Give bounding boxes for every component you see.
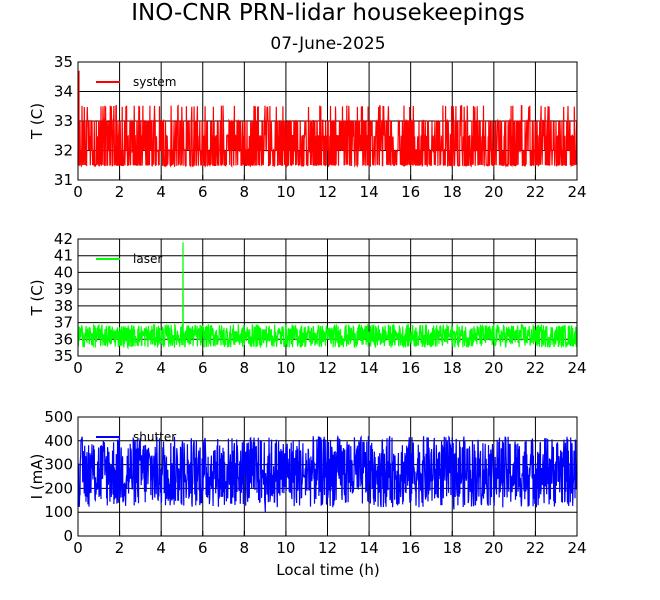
y-tick-label: 31 bbox=[54, 171, 73, 189]
x-tick-label: 12 bbox=[318, 359, 337, 377]
x-tick-label: 24 bbox=[567, 359, 586, 377]
x-tick-label: 10 bbox=[276, 539, 295, 557]
x-tick-label: 10 bbox=[276, 359, 295, 377]
x-tick-label: 16 bbox=[401, 183, 420, 201]
x-tick-label: 12 bbox=[318, 183, 337, 201]
x-tick-label: 24 bbox=[567, 539, 586, 557]
series-line-system bbox=[77, 70, 578, 169]
x-tick-label: 20 bbox=[484, 183, 503, 201]
x-tick-label: 0 bbox=[73, 359, 83, 377]
y-tick-label: 40 bbox=[54, 263, 73, 281]
y-tick-label: 33 bbox=[54, 112, 73, 130]
x-tick-label: 2 bbox=[115, 539, 125, 557]
legend-label-laser: laser bbox=[133, 252, 162, 266]
x-tick-label: 22 bbox=[526, 183, 545, 201]
y-axis-label: I (mA) bbox=[28, 454, 46, 500]
y-tick-label: 35 bbox=[54, 53, 73, 71]
x-tick-label: 10 bbox=[276, 183, 295, 201]
y-tick-label: 32 bbox=[54, 142, 73, 160]
series-line-shutter bbox=[77, 434, 578, 513]
figure-title: INO-CNR PRN-lidar housekeepings bbox=[131, 0, 525, 26]
x-tick-label: 4 bbox=[156, 183, 166, 201]
x-tick-label: 4 bbox=[156, 539, 166, 557]
x-tick-label: 8 bbox=[240, 539, 250, 557]
x-tick-label: 2 bbox=[115, 183, 125, 201]
x-tick-label: 6 bbox=[198, 359, 208, 377]
x-tick-label: 20 bbox=[484, 359, 503, 377]
x-tick-label: 18 bbox=[443, 183, 462, 201]
x-tick-label: 14 bbox=[360, 183, 379, 201]
x-tick-label: 6 bbox=[198, 183, 208, 201]
series-line-laser bbox=[77, 242, 578, 350]
x-axis-label: Local time (h) bbox=[276, 561, 380, 579]
x-tick-label: 14 bbox=[360, 539, 379, 557]
y-tick-label: 42 bbox=[54, 230, 73, 248]
y-tick-label: 400 bbox=[44, 432, 73, 450]
y-tick-label: 34 bbox=[54, 83, 73, 101]
x-tick-label: 20 bbox=[484, 539, 503, 557]
x-tick-label: 16 bbox=[401, 539, 420, 557]
x-tick-label: 22 bbox=[526, 359, 545, 377]
y-tick-label: 36 bbox=[54, 330, 73, 348]
x-tick-label: 14 bbox=[360, 359, 379, 377]
legend-label-system: system bbox=[133, 75, 176, 89]
x-tick-label: 6 bbox=[198, 539, 208, 557]
x-tick-label: 0 bbox=[73, 183, 83, 201]
y-axis-label: T (C) bbox=[28, 279, 46, 316]
x-tick-label: 8 bbox=[240, 183, 250, 201]
y-axis-label: T (C) bbox=[28, 103, 46, 140]
x-tick-label: 16 bbox=[401, 359, 420, 377]
x-tick-label: 8 bbox=[240, 359, 250, 377]
x-tick-label: 22 bbox=[526, 539, 545, 557]
y-tick-label: 38 bbox=[54, 297, 73, 315]
x-tick-label: 18 bbox=[443, 539, 462, 557]
figure-subtitle: 07-June-2025 bbox=[270, 34, 385, 54]
y-tick-label: 39 bbox=[54, 280, 73, 298]
x-tick-label: 2 bbox=[115, 359, 125, 377]
y-tick-label: 35 bbox=[54, 347, 73, 365]
x-tick-label: 18 bbox=[443, 359, 462, 377]
y-tick-label: 200 bbox=[44, 479, 73, 497]
y-tick-label: 300 bbox=[44, 456, 73, 474]
y-tick-label: 37 bbox=[54, 314, 73, 332]
y-tick-label: 100 bbox=[44, 503, 73, 521]
y-tick-label: 41 bbox=[54, 247, 73, 265]
legend-label-shutter: shutter bbox=[133, 430, 176, 444]
y-tick-label: 500 bbox=[44, 408, 73, 426]
x-tick-label: 0 bbox=[73, 539, 83, 557]
x-tick-label: 4 bbox=[156, 359, 166, 377]
y-tick-label: 0 bbox=[63, 527, 73, 545]
x-tick-label: 24 bbox=[567, 183, 586, 201]
x-tick-label: 12 bbox=[318, 539, 337, 557]
